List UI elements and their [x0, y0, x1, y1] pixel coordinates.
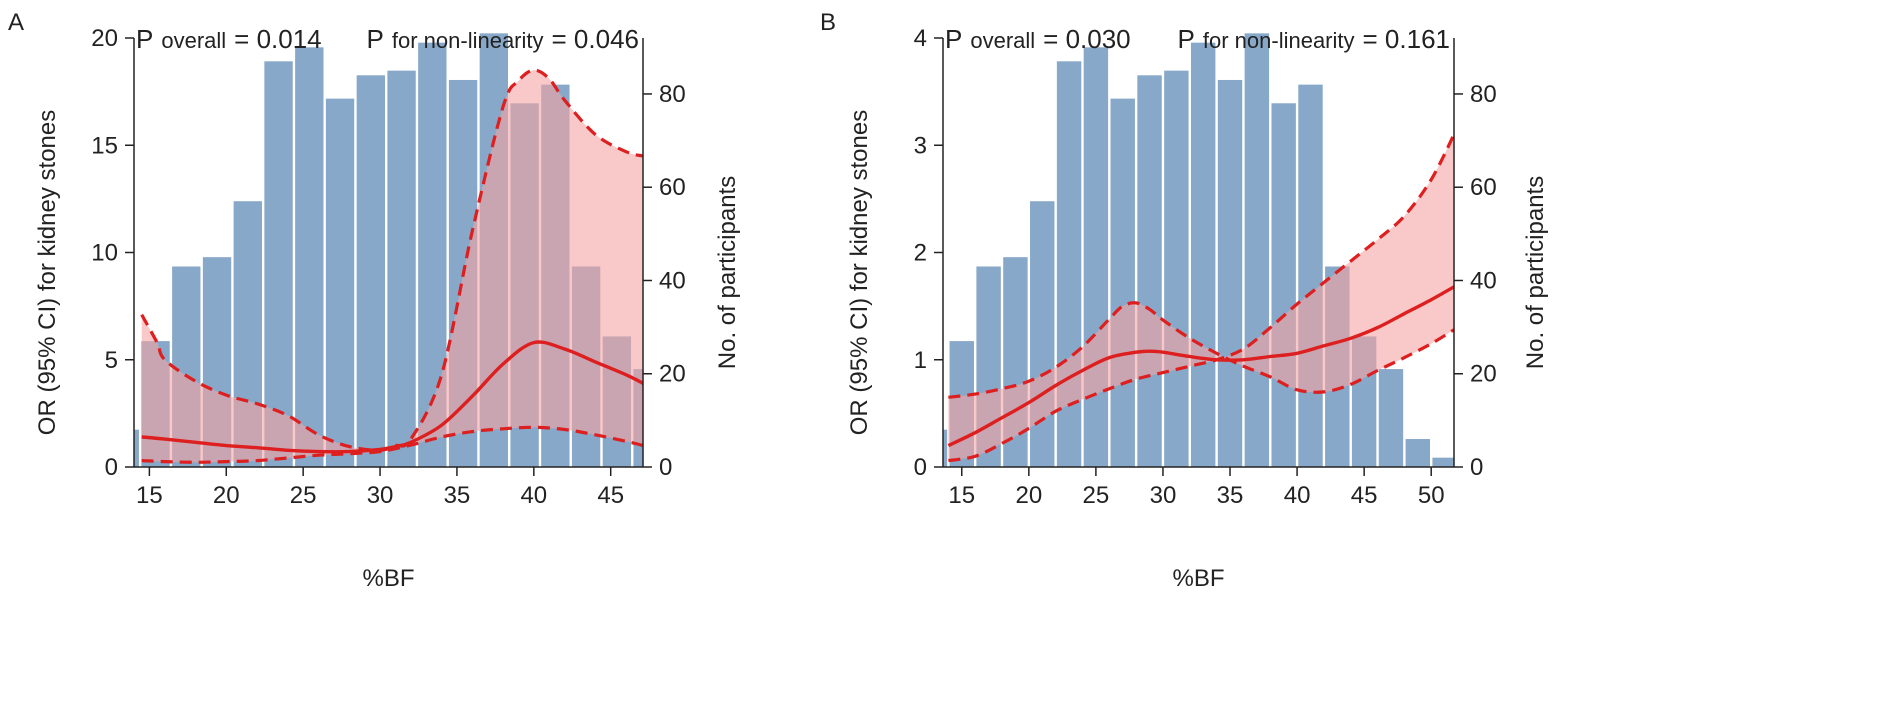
panel-label: B: [820, 9, 836, 36]
p-nonlinearity-subscript: for non-linearity: [392, 28, 544, 53]
p-nonlinearity-symbol: P: [1178, 24, 1195, 54]
y-right-tick-label: 20: [659, 361, 686, 388]
panel-label: A: [8, 9, 24, 36]
histogram-bar: [1244, 33, 1270, 468]
x-tick-label: 45: [597, 482, 624, 509]
x-tick-label: 40: [520, 482, 547, 509]
y-right-tick-label: 40: [659, 267, 686, 294]
p-overall-subscript: overall: [161, 28, 226, 53]
y-right-tick-label: 80: [1470, 81, 1497, 108]
p-overall-value: = 0.014: [234, 24, 321, 54]
histogram-bar: [356, 75, 385, 467]
or-curve-line: [947, 285, 1454, 448]
panel-a: 15 20 25 30 35 40 45 0 5 10 15 20 0 20 40 60 80 %BF OR (95…: [8, 9, 741, 592]
histogram-bar: [387, 70, 416, 468]
p-overall-subscript: overall: [970, 28, 1035, 53]
y-right-tick-label: 60: [1470, 174, 1497, 201]
x-tick-label: 30: [1150, 482, 1177, 509]
y-left-tick-label: 20: [91, 25, 118, 52]
x-tick-label: 35: [1217, 482, 1244, 509]
x-tick-label: 25: [1083, 482, 1110, 509]
y-axis-right-title: No. of participants: [1522, 176, 1549, 369]
y-left-tick-label: 1: [914, 347, 927, 374]
histogram-bar: [295, 47, 324, 468]
y-left-tick-label: 10: [91, 240, 118, 267]
y-left-tick-label: 0: [105, 454, 118, 481]
x-tick-label: 45: [1351, 482, 1378, 509]
y-left-tick-label: 4: [914, 25, 927, 52]
plot-area: [134, 33, 643, 468]
or-curve-line: [141, 340, 643, 454]
histogram-bar: [264, 61, 293, 467]
x-tick-label: 20: [213, 482, 240, 509]
histogram-bar: [1378, 369, 1404, 467]
x-tick-label: 30: [367, 482, 394, 509]
ci-upper-line: [140, 68, 643, 452]
y-left-tick-label: 2: [914, 240, 927, 267]
histogram-bar: [1298, 84, 1323, 467]
x-tick-label: 50: [1418, 482, 1445, 509]
y-right-tick-label: 80: [659, 81, 686, 108]
x-tick-label: 20: [1015, 482, 1042, 509]
y-left-tick-label: 15: [91, 132, 118, 159]
y-axis-right-title: No. of participants: [714, 176, 741, 369]
x-axis-title: %BF: [362, 565, 414, 592]
y-axis-left-title: OR (95% CI) for kidney stones: [34, 110, 61, 435]
x-tick-label: 35: [444, 482, 471, 509]
histogram-bar: [1083, 47, 1109, 468]
y-right-tick-label: 60: [659, 174, 686, 201]
y-right-tick-label: 0: [1470, 454, 1483, 481]
p-overall-value: = 0.030: [1043, 24, 1130, 54]
y-left-tick-label: 3: [914, 132, 927, 159]
histogram-bar: [1217, 79, 1243, 467]
ci-band: [141, 70, 643, 463]
histogram-bar: [325, 98, 355, 467]
ci-lower-line: [948, 133, 1454, 463]
histogram-bar: [1190, 42, 1216, 467]
ci-upper-line: [948, 301, 1454, 399]
y-axis-left-title: OR (95% CI) for kidney stones: [846, 110, 873, 435]
p-overall-symbol: P: [136, 24, 153, 54]
p-nonlinearity-value: = 0.046: [552, 24, 639, 54]
histogram-bar: [1271, 103, 1296, 468]
x-tick-label: 25: [290, 482, 317, 509]
p-nonlinearity-symbol: P: [367, 24, 384, 54]
histogram-bar: [943, 429, 948, 467]
histogram-bar: [1110, 98, 1135, 467]
p-overall-symbol: P: [945, 24, 962, 54]
histogram-bar: [1405, 439, 1430, 467]
p-nonlinearity-value: = 0.161: [1363, 24, 1450, 54]
y-right-tick-label: 0: [659, 454, 672, 481]
histogram-bar: [1137, 75, 1162, 467]
plot-area: [943, 33, 1454, 468]
ci-lower-line: [141, 425, 643, 464]
histogram-bar: [1164, 70, 1189, 468]
p-nonlinearity-subscript: for non-linearity: [1203, 28, 1355, 53]
histogram-bar: [134, 429, 139, 467]
y-right-tick-label: 20: [1470, 361, 1497, 388]
histogram-bar: [1030, 201, 1055, 467]
ci-band: [948, 134, 1454, 461]
y-right-tick-label: 40: [1470, 267, 1497, 294]
x-tick-label: 15: [136, 482, 163, 509]
y-left-tick-label: 0: [914, 454, 927, 481]
x-tick-label: 15: [948, 482, 975, 509]
histogram-bar: [1432, 457, 1454, 467]
x-axis-title: %BF: [1172, 565, 1224, 592]
y-left-tick-label: 5: [105, 347, 118, 374]
x-tick-label: 40: [1284, 482, 1311, 509]
